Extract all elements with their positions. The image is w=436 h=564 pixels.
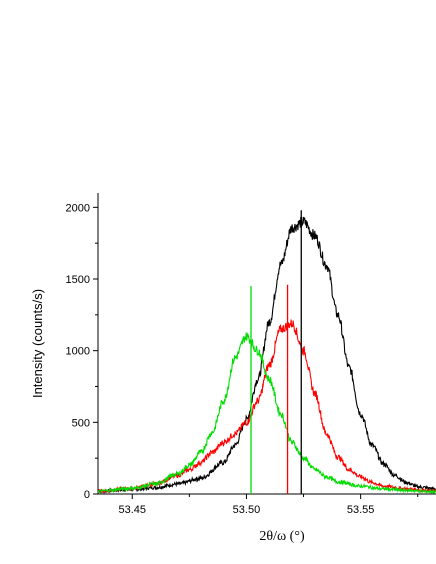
series-line-0 bbox=[97, 216, 436, 495]
y-tick-label: 2000 bbox=[66, 202, 90, 214]
x-tick-label: 53.55 bbox=[347, 504, 375, 516]
y-tick-label: 500 bbox=[72, 417, 90, 429]
y-ticks: 0 500 1000 1500 2000 bbox=[66, 202, 98, 501]
peak-markers bbox=[250, 210, 302, 494]
y-axis-label: Intensity (counts/s) bbox=[30, 289, 45, 398]
x-tick-label: 53.50 bbox=[233, 504, 261, 516]
series-line-2 bbox=[97, 332, 436, 495]
x-tick-label: 53.45 bbox=[118, 504, 146, 516]
y-tick-label: 1000 bbox=[66, 346, 90, 358]
x-ticks: 53.45 53.50 53.55 bbox=[118, 494, 419, 516]
x-axis-label: 2θ/ω (°) bbox=[259, 529, 305, 544]
y-tick-label: 0 bbox=[84, 489, 90, 501]
y-tick-label: 1500 bbox=[66, 274, 90, 286]
axes: 0 500 1000 1500 2000 53.45 53.50 53.55 bbox=[66, 193, 436, 516]
series-layer bbox=[97, 216, 436, 495]
